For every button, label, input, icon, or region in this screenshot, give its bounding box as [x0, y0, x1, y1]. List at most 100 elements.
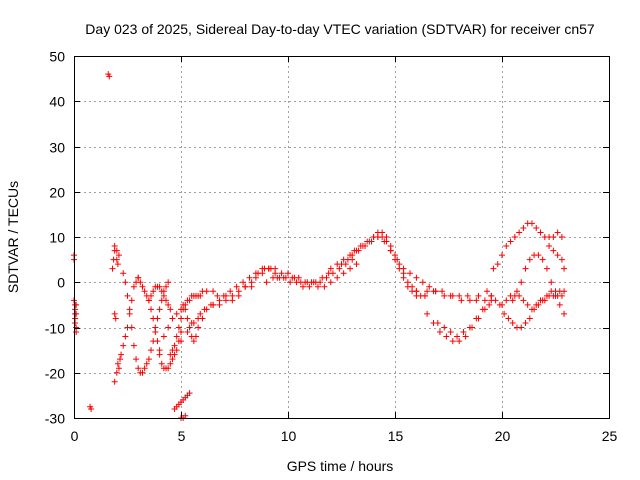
- data-point: [392, 252, 398, 259]
- data-point: [541, 297, 548, 304]
- data-point: [156, 306, 163, 313]
- data-point: [436, 329, 443, 336]
- data-point: [160, 333, 167, 340]
- data-point: [139, 369, 146, 376]
- data-point: [210, 301, 217, 308]
- data-point: [141, 288, 148, 295]
- data-point: [306, 283, 313, 290]
- data-point: [114, 261, 121, 268]
- data-point: [122, 333, 129, 340]
- data-point: [158, 360, 165, 367]
- y-tick-label: 20: [49, 185, 65, 201]
- data-point: [524, 301, 531, 308]
- data-point: [492, 297, 499, 304]
- data-point: [539, 256, 546, 263]
- y-tick-label: -20: [45, 366, 65, 382]
- y-tick-label: 40: [49, 94, 65, 110]
- data-point: [143, 360, 150, 367]
- data-point: [518, 279, 525, 286]
- data-point: [210, 288, 217, 295]
- data-point: [148, 347, 155, 354]
- data-point: [325, 270, 332, 277]
- data-point: [259, 270, 266, 277]
- data-point: [441, 324, 448, 331]
- data-point: [163, 283, 170, 290]
- data-point: [114, 360, 121, 367]
- data-point: [518, 324, 525, 331]
- data-point: [475, 292, 482, 299]
- data-point: [499, 301, 505, 308]
- data-point: [421, 292, 428, 299]
- data-point: [312, 279, 319, 286]
- data-point: [186, 297, 193, 304]
- data-point: [347, 265, 354, 272]
- data-point: [113, 256, 120, 263]
- data-point: [396, 261, 403, 268]
- data-point: [424, 288, 431, 295]
- data-point: [441, 292, 448, 299]
- data-point: [240, 279, 247, 286]
- data-point: [454, 333, 461, 340]
- data-point: [274, 274, 281, 281]
- data-point: [473, 297, 480, 304]
- data-point: [383, 234, 390, 240]
- data-point: [349, 252, 356, 259]
- data-point: [528, 220, 535, 227]
- data-point: [72, 319, 79, 326]
- data-point: [197, 310, 204, 317]
- data-point: [135, 365, 142, 372]
- data-point: [141, 365, 148, 372]
- data-point: [156, 347, 163, 354]
- data-point: [148, 292, 155, 299]
- data-point: [424, 310, 431, 317]
- data-point: [558, 234, 565, 240]
- data-point: [182, 412, 189, 419]
- data-point: [289, 274, 296, 281]
- data-point: [115, 252, 122, 259]
- data-point: [355, 247, 362, 254]
- data-point: [443, 333, 450, 340]
- data-point: [120, 270, 127, 277]
- data-point: [466, 297, 473, 304]
- data-point: [133, 356, 140, 363]
- data-point: [460, 329, 467, 336]
- data-point: [167, 306, 174, 313]
- data-point: [135, 274, 142, 281]
- data-point: [499, 252, 505, 259]
- data-point: [561, 288, 568, 295]
- y-tick-label: 0: [57, 275, 65, 291]
- data-point: [152, 324, 159, 331]
- data-point: [456, 338, 463, 345]
- data-point: [434, 319, 441, 326]
- data-point: [406, 270, 413, 277]
- chart-title: Day 023 of 2025, Sidereal Day-to-day VTE…: [85, 21, 595, 37]
- x-tick-label: 20: [495, 428, 511, 444]
- y-tick-label: -30: [45, 411, 65, 427]
- data-point: [526, 315, 533, 322]
- data-point: [163, 297, 170, 304]
- data-point: [516, 229, 523, 236]
- data-point: [280, 274, 287, 281]
- y-tick-label: 10: [49, 230, 65, 246]
- data-point: [118, 351, 125, 358]
- data-point: [546, 243, 553, 250]
- data-point: [287, 279, 294, 286]
- data-point: [165, 301, 172, 308]
- data-point: [197, 292, 204, 299]
- data-point: [432, 288, 439, 295]
- data-point: [302, 279, 309, 286]
- x-axis-label: GPS time / hours: [287, 458, 394, 474]
- data-point: [158, 288, 165, 295]
- data-point: [509, 297, 516, 304]
- data-point: [299, 283, 306, 290]
- data-point: [160, 292, 167, 299]
- data-point: [171, 342, 178, 349]
- data-point: [109, 265, 116, 272]
- data-point: [513, 288, 520, 295]
- data-point: [447, 329, 454, 336]
- data-point: [188, 319, 195, 326]
- data-point: [321, 283, 328, 290]
- data-point: [462, 333, 469, 340]
- data-point: [117, 356, 124, 363]
- x-tick-label: 0: [71, 428, 79, 444]
